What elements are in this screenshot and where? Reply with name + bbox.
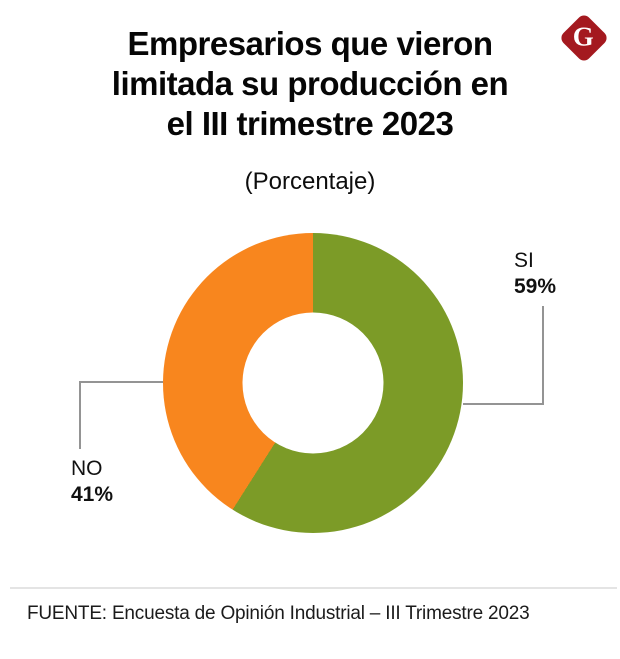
source-text: FUENTE: Encuesta de Opinión Industrial –… bbox=[27, 603, 530, 624]
title-line-2: limitada su producción en bbox=[111, 65, 509, 102]
chart-title: Empresarios que vieron limitada su produ… bbox=[0, 24, 620, 144]
chart-subtitle: (Porcentaje) bbox=[244, 168, 376, 195]
footer-divider bbox=[10, 587, 617, 589]
leader-line-no bbox=[79, 381, 163, 449]
slice-value-no: 41% bbox=[71, 483, 114, 506]
slice-label-no: NO bbox=[71, 457, 103, 480]
title-line-1: Empresarios que vieron bbox=[127, 25, 493, 62]
donut-hole bbox=[242, 312, 384, 454]
title-line-3: el III trimestre 2023 bbox=[166, 105, 454, 142]
slice-value-si: 59% bbox=[514, 275, 557, 298]
leader-line-si bbox=[463, 306, 544, 405]
callout-si: SI 59% bbox=[514, 248, 556, 300]
slice-label-si: SI bbox=[514, 249, 534, 272]
donut-chart bbox=[163, 233, 463, 533]
callout-no: NO 41% bbox=[71, 456, 113, 508]
